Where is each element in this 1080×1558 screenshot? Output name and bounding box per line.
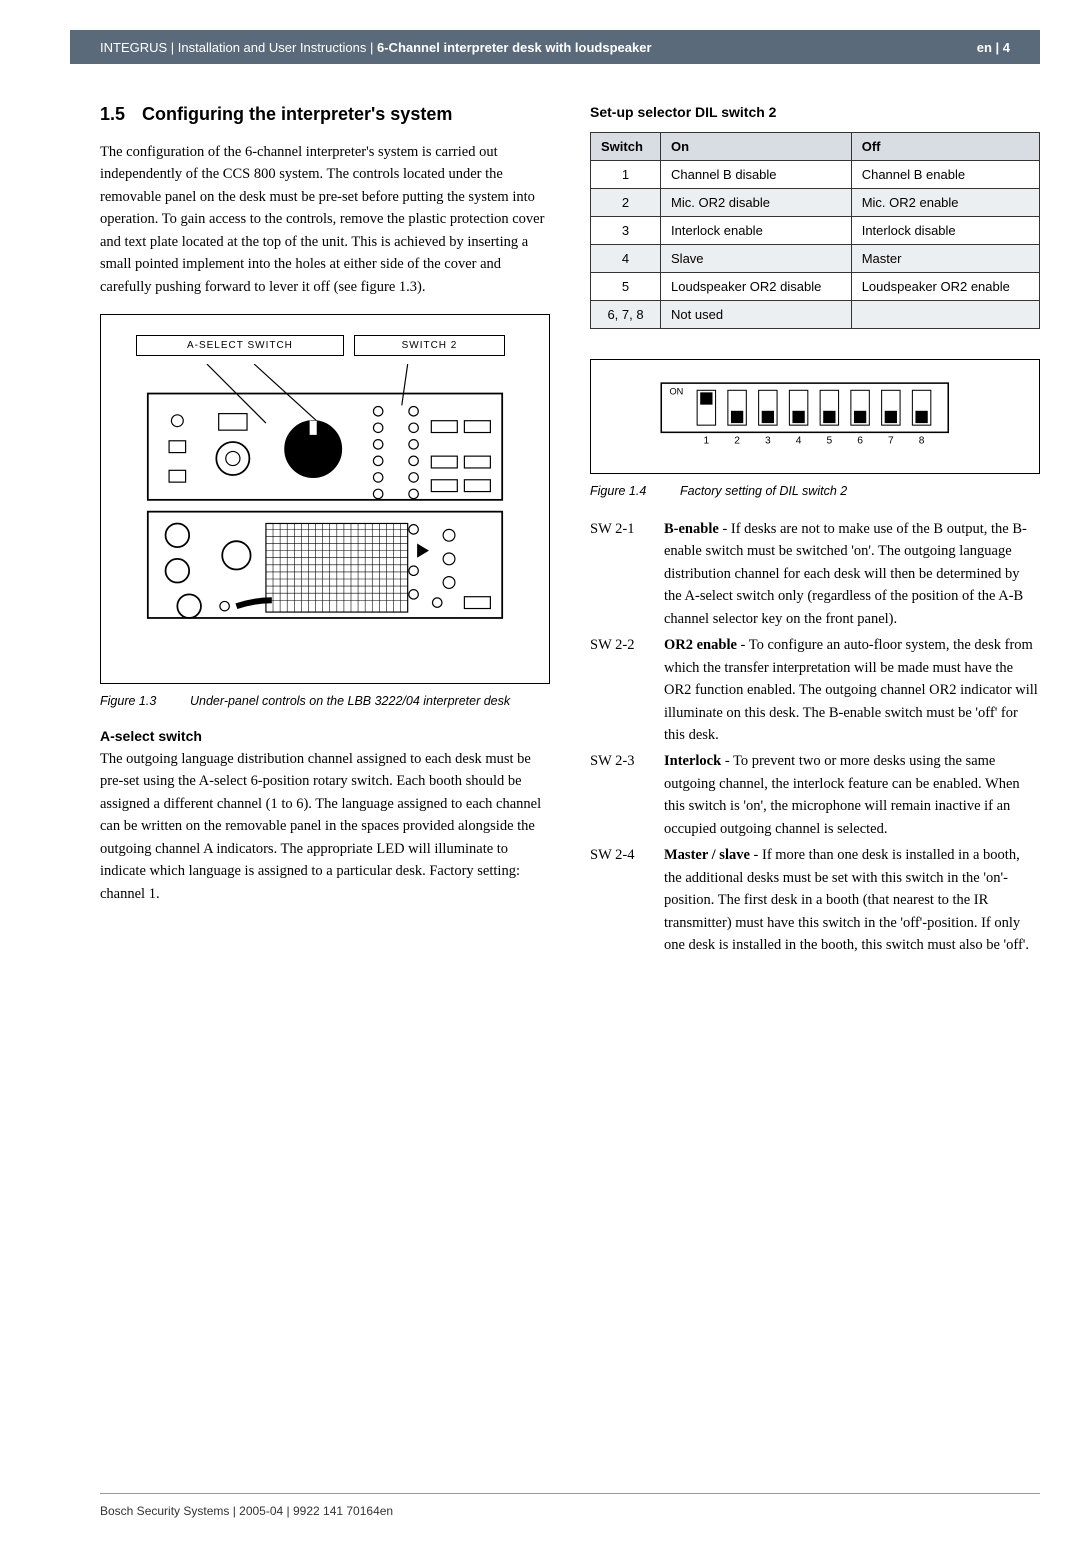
under-panel-diagram	[136, 364, 514, 648]
label-switch-2: SWITCH 2	[354, 335, 505, 356]
table-row: 3Interlock enableInterlock disable	[591, 217, 1040, 245]
left-column: 1.5 Configuring the interpreter's system…	[100, 104, 550, 961]
svg-text:1: 1	[703, 436, 709, 447]
header-bar: INTEGRUS | Installation and User Instruc…	[70, 30, 1040, 64]
footer: Bosch Security Systems | 2005-04 | 9922 …	[100, 1493, 1040, 1518]
a-select-text: The outgoing language distribution chann…	[100, 748, 550, 905]
switch-definitions: SW 2-1B-enable - If desks are not to mak…	[590, 518, 1040, 957]
table-row: 1Channel B disableChannel B enable	[591, 161, 1040, 189]
table-row: 4SlaveMaster	[591, 245, 1040, 273]
table-row: 2Mic. OR2 disableMic. OR2 enable	[591, 189, 1040, 217]
header-left: INTEGRUS | Installation and User Instruc…	[100, 40, 652, 55]
table-header-switch: Switch	[591, 133, 661, 161]
section-heading: 1.5 Configuring the interpreter's system	[100, 104, 550, 125]
header-brand: INTEGRUS	[100, 40, 167, 55]
figure-1-4: ON 1 2 3 4 5 6 7 8	[590, 359, 1040, 474]
table-row: 6, 7, 8Not used	[591, 301, 1040, 329]
svg-text:6: 6	[857, 436, 863, 447]
dip-switch-diagram: ON 1 2 3 4 5 6 7 8	[651, 378, 979, 450]
switch-item: SW 2-1B-enable - If desks are not to mak…	[590, 518, 1040, 630]
dil-switch-table: Switch On Off 1Channel B disableChannel …	[590, 132, 1040, 329]
intro-paragraph: The configuration of the 6-channel inter…	[100, 141, 550, 298]
switch-item: SW 2-2OR2 enable - To configure an auto-…	[590, 634, 1040, 746]
figure-1-3-caption: Figure 1.3 Under-panel controls on the L…	[100, 694, 550, 708]
svg-text:8: 8	[919, 436, 925, 447]
svg-text:5: 5	[826, 436, 832, 447]
table-row: 5Loudspeaker OR2 disableLoudspeaker OR2 …	[591, 273, 1040, 301]
section-num: 1.5	[100, 104, 142, 125]
svg-text:2: 2	[734, 436, 740, 447]
dil-table-heading: Set-up selector DIL switch 2	[590, 104, 1040, 120]
figure-1-3: A-SELECT SWITCH SWITCH 2	[100, 314, 550, 684]
a-select-heading: A-select switch	[100, 728, 550, 744]
table-header-on: On	[661, 133, 852, 161]
switch-item: SW 2-4Master / slave - If more than one …	[590, 844, 1040, 956]
header-mid: Installation and User Instructions	[178, 40, 367, 55]
svg-text:4: 4	[796, 436, 802, 447]
figure-1-4-caption: Figure 1.4 Factory setting of DIL switch…	[590, 484, 1040, 498]
label-a-select: A-SELECT SWITCH	[136, 335, 344, 356]
header-page: en | 4	[977, 40, 1010, 55]
header-section: 6-Channel interpreter desk with loudspea…	[377, 40, 652, 55]
section-title: Configuring the interpreter's system	[142, 104, 452, 125]
dip-on-label: ON	[669, 386, 683, 396]
svg-text:3: 3	[765, 436, 771, 447]
table-header-off: Off	[851, 133, 1039, 161]
switch-item: SW 2-3Interlock - To prevent two or more…	[590, 750, 1040, 840]
svg-text:7: 7	[888, 436, 894, 447]
right-column: Set-up selector DIL switch 2 Switch On O…	[590, 104, 1040, 961]
